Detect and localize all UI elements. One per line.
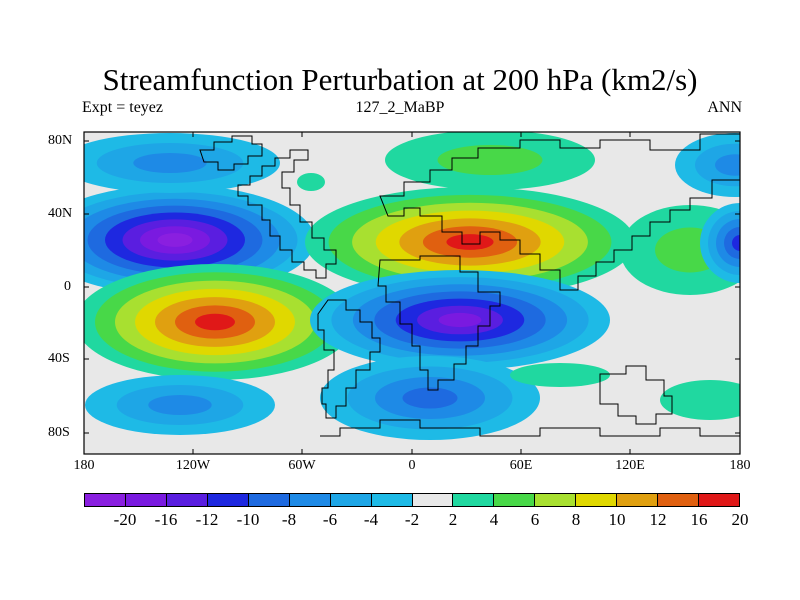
trough-south-east-pacific-level-3 (148, 395, 212, 415)
colorbar-label: 10 (608, 510, 626, 529)
coastline-greenland (199, 135, 263, 171)
colorbar-swatch (330, 494, 372, 506)
map-ticks (83, 132, 741, 454)
colorbar-label: -16 (154, 510, 178, 529)
colorbar-label: 6 (530, 510, 540, 529)
colorbar-swatch (166, 494, 208, 506)
colorbar-swatch (125, 494, 167, 506)
lon-label-180e: 180 (729, 458, 751, 473)
trough-south-atlantic-level-4 (402, 387, 458, 409)
colorbar-swatch (85, 494, 126, 506)
colorbar-swatch (535, 494, 577, 506)
colorbar-label: 8 (571, 510, 581, 529)
colorbar-swatch (576, 494, 618, 506)
ridge-small-pacific-level-1 (297, 173, 325, 191)
season-label: ANN (707, 99, 742, 116)
ridge-south-indian-level-1 (510, 363, 610, 387)
coastline-eurasia (379, 133, 740, 291)
colorbar-label: -10 (236, 510, 260, 529)
trough-north-pacific-level-8 (157, 233, 193, 247)
contour-field (84, 132, 740, 440)
colorbar-swatch (658, 494, 700, 506)
case-label: 127_2_MaBP (355, 99, 445, 116)
colorbar-swatch (207, 494, 249, 506)
colorbar-swatch (289, 494, 331, 506)
coastlines (199, 133, 740, 437)
colorbar-label: -6 (322, 510, 338, 529)
lon-label-120w: 120W (175, 458, 211, 473)
colorbar-swatch (699, 494, 739, 506)
lon-label-120e: 120E (615, 458, 645, 473)
colorbar-label: -20 (113, 510, 137, 529)
colorbar-label: -2 (404, 510, 420, 529)
lon-label-60e: 60E (509, 458, 533, 473)
colorbar-label: 12 (649, 510, 667, 529)
colorbar-label: -4 (363, 510, 379, 529)
colorbar-label: 20 (731, 510, 749, 529)
colorbar-swatch (248, 494, 290, 506)
colorbar-swatch (453, 494, 495, 506)
colorbar-label: -8 (281, 510, 297, 529)
experiment-label: Expt = teyez (82, 99, 163, 116)
lat-label-40n: 40N (48, 206, 73, 221)
lon-label-180w: 180 (73, 458, 95, 473)
coastline-australia (599, 365, 673, 425)
ridge-north-eurasia-level-2 (437, 145, 543, 175)
trough-indian-ocean-level-7 (438, 312, 482, 328)
trough-east-pacific-level-5 (732, 235, 740, 251)
ridge-south-east-level-1 (660, 380, 740, 420)
lon-label-0: 0 (408, 458, 416, 473)
trough-north-east-pacific-level-3 (715, 154, 740, 176)
plot-title: Streamfunction Perturbation at 200 hPa (… (102, 62, 698, 97)
coastline-north-america (237, 149, 337, 279)
colorbar-label: -12 (195, 510, 219, 529)
lat-label-80n: 80N (48, 133, 73, 148)
colorbar-swatch (412, 494, 454, 506)
colorbar-swatch (617, 494, 659, 506)
colorbar-label: 4 (489, 510, 499, 529)
lat-label-equator: 0 (64, 279, 71, 294)
colorbar-swatch (371, 494, 413, 506)
lat-label-40s: 40S (48, 351, 70, 366)
trough-north-atlantic-level-3 (133, 153, 207, 173)
colorbar-swatch (494, 494, 536, 506)
coastline-africa (377, 255, 501, 391)
colorbar (84, 493, 740, 507)
lon-label-60w: 60W (288, 458, 316, 473)
coastline-antarctica (320, 419, 740, 437)
lat-label-80s: 80S (48, 425, 70, 440)
ridge-south-pacific-level-7 (195, 313, 235, 331)
colorbar-label: 16 (690, 510, 708, 529)
colorbar-label: 2 (448, 510, 458, 529)
coastline-south-america (317, 299, 381, 419)
ridge-africa-asia-level-7 (446, 234, 494, 250)
